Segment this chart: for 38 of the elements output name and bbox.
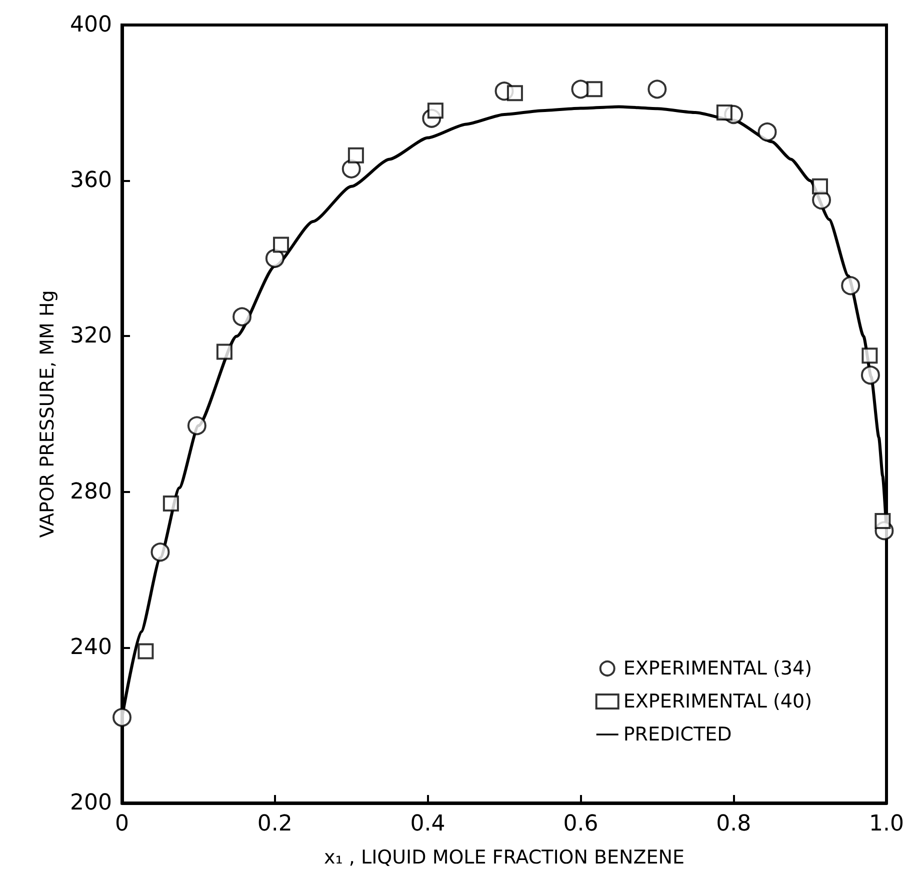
y-tick-label: 240	[70, 634, 112, 660]
x-axis-title: x₁ , LIQUID MOLE FRACTION BENZENE	[324, 846, 684, 868]
y-tick-label: 320	[70, 324, 112, 349]
x-tick-label: 0.4	[410, 812, 446, 836]
y-axis-title: VAPOR PRESSURE, MM Hg	[36, 290, 58, 538]
y-tick-label: 360	[70, 168, 112, 194]
point	[265, 248, 284, 268]
point	[138, 643, 154, 660]
point	[862, 348, 878, 364]
point	[874, 512, 891, 529]
point	[216, 344, 232, 360]
y-tick-label: 200	[70, 790, 112, 816]
x-tick-label: 1.0	[869, 812, 904, 836]
point	[841, 276, 860, 296]
legend-label: PREDICTED	[623, 724, 732, 746]
point	[273, 236, 290, 253]
point	[716, 104, 732, 121]
point	[427, 102, 444, 119]
point	[648, 80, 667, 99]
point	[187, 416, 206, 436]
legend-label: EXPERIMENTAL (40)	[623, 690, 812, 712]
point	[162, 495, 179, 512]
point	[112, 708, 132, 727]
point	[232, 307, 252, 326]
point	[758, 122, 777, 142]
y-tick-label: 400	[70, 12, 112, 38]
point	[860, 366, 880, 385]
point	[150, 542, 170, 562]
x-tick-label: 0.2	[257, 812, 292, 836]
point	[812, 178, 828, 194]
y-tick-label: 280	[70, 479, 112, 504]
point	[506, 85, 523, 102]
x-tick-label: 0	[115, 812, 129, 836]
x-tick-label: 0.8	[716, 812, 752, 836]
point	[586, 81, 602, 98]
point	[348, 147, 364, 164]
x-tick-label: 0.6	[563, 812, 598, 836]
legend-label: EXPERIMENTAL (34)	[623, 658, 812, 680]
